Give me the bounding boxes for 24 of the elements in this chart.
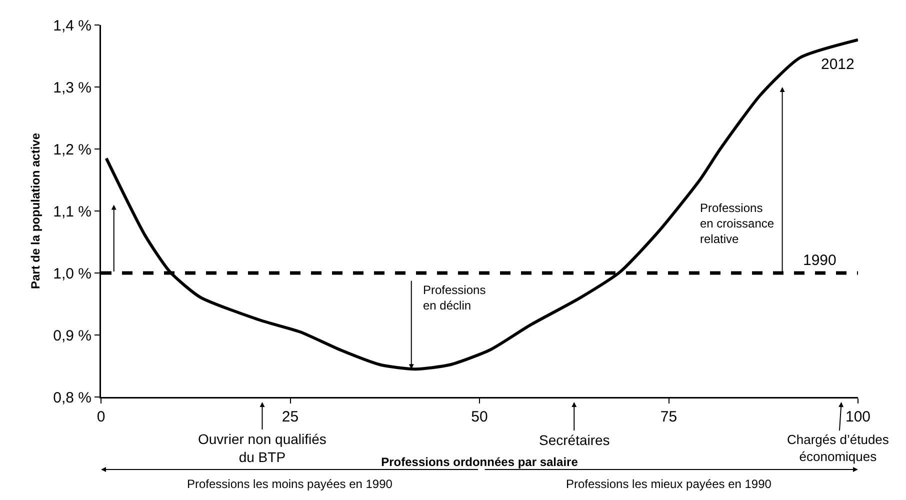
- x-tick-label: 75: [660, 408, 678, 426]
- annotation: Professions en déclin: [423, 283, 486, 313]
- annotation: Professions en croissance relative: [700, 201, 774, 246]
- text: Professions les moins payées en 1990: [187, 477, 393, 491]
- y-axis-title: Part de la population active: [28, 132, 43, 290]
- y-tick-label: 1,1 %: [53, 203, 92, 220]
- x-axis-title: Professions ordonnées par salaire: [381, 455, 578, 470]
- y-tick-label: 0,9 %: [53, 327, 92, 344]
- y-tick-label: 1,3 %: [53, 79, 92, 96]
- text: Professions les mieux payées en 1990: [566, 477, 772, 491]
- y-tick-label: 1,4 %: [53, 17, 92, 34]
- y-tick-label: 1,0 %: [53, 265, 92, 282]
- text: Ouvrier non qualifiés du BTP: [198, 431, 326, 466]
- x-tick-label: 25: [282, 408, 299, 426]
- text: Secrétaires: [539, 432, 610, 448]
- y-tick-label: 1,2 %: [53, 141, 92, 158]
- x-tick-label: 100: [845, 408, 871, 426]
- y-tick-label: 0,8 %: [53, 389, 92, 406]
- series-label: 1990: [803, 252, 836, 269]
- text: Chargés d’études économiques: [787, 432, 890, 464]
- series-label: 2012: [821, 56, 854, 73]
- x-tick-label: 0: [96, 408, 106, 426]
- line-series: [104, 38, 858, 371]
- x-tick-label: 50: [471, 408, 488, 426]
